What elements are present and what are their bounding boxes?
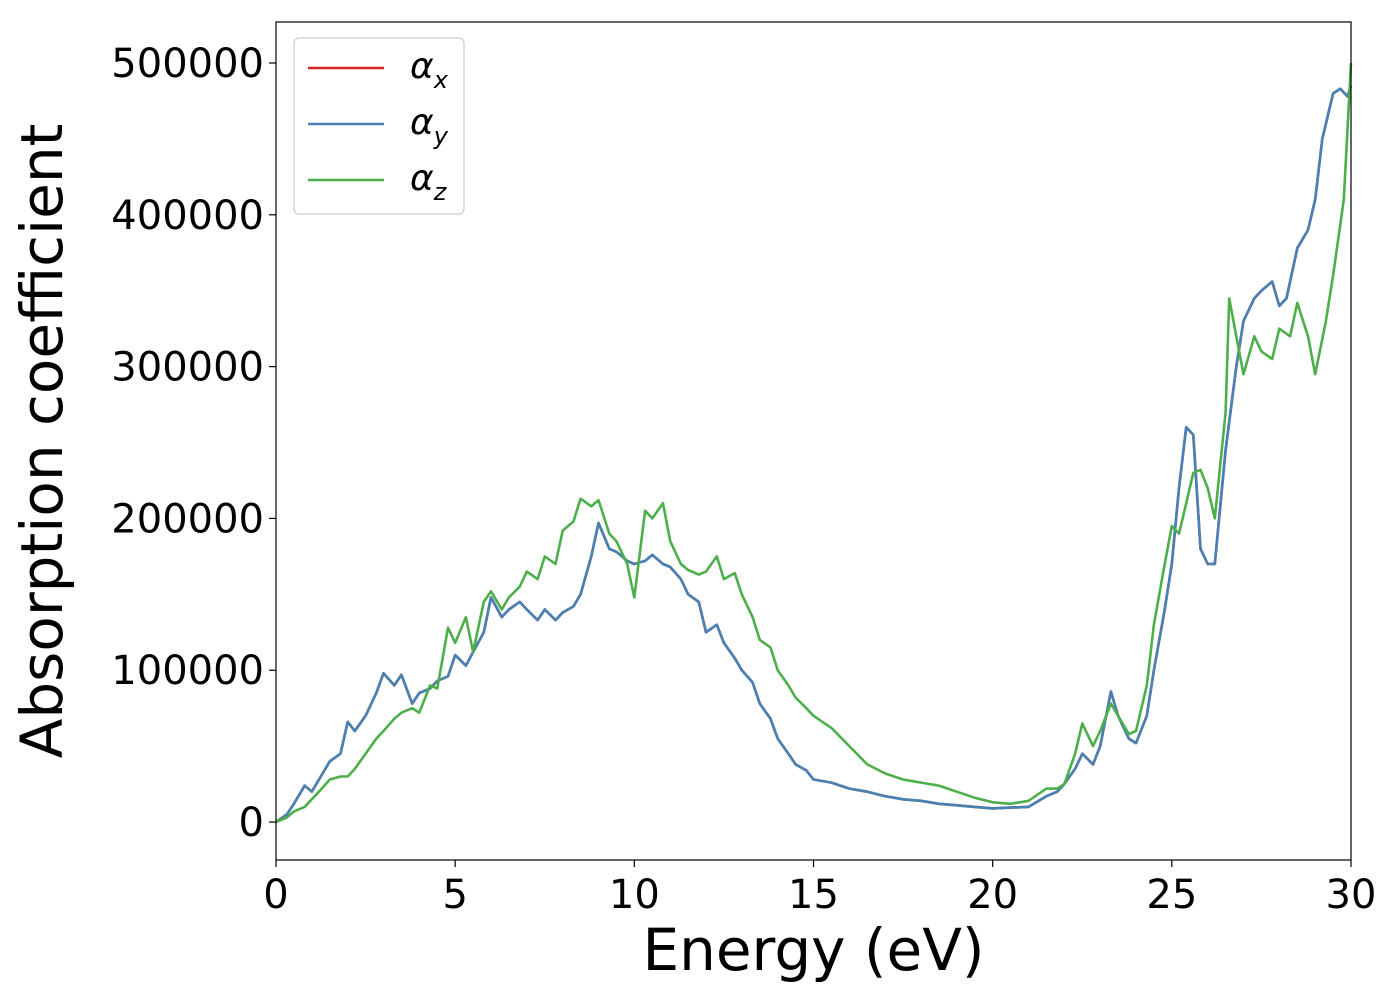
series-line-z: [275, 62, 1353, 824]
x-tick-label: 25: [1146, 872, 1197, 918]
y-tick-label: 200000: [111, 496, 264, 542]
x-tick-label: 5: [442, 872, 467, 918]
y-axis-label: Absorption coefficient: [8, 124, 76, 759]
y-tick-label: 500000: [111, 41, 264, 87]
legend-label-symbol: α: [410, 46, 434, 87]
y-tick-label: 0: [239, 800, 264, 846]
y-tick-label: 400000: [111, 193, 264, 239]
legend-label-symbol: α: [410, 102, 434, 143]
y-tick-label: 100000: [111, 648, 264, 694]
x-tick-label: 15: [788, 872, 839, 918]
legend-box: [293, 37, 465, 215]
x-tick-label: 30: [1326, 872, 1377, 918]
legend-label-z: αz: [410, 158, 448, 206]
x-tick-label: 20: [967, 872, 1018, 918]
x-axis-ticks: 0 5 10 15 20 25 30: [263, 860, 1376, 918]
legend-label-subscript: y: [433, 122, 449, 150]
x-tick-label: 0: [263, 872, 288, 918]
legend-label-y: αy: [410, 102, 449, 150]
x-tick-label: 10: [609, 872, 660, 918]
plot-lines: [275, 62, 1353, 824]
legend-label-symbol: α: [410, 158, 434, 199]
legend-label-subscript: x: [433, 66, 449, 94]
x-axis-label: Energy (eV): [642, 916, 984, 984]
y-tick-label: 300000: [111, 345, 264, 391]
legend-label-subscript: z: [433, 178, 448, 206]
y-axis-ticks: 0 100000 200000 300000 400000 500000: [111, 41, 276, 846]
legend-label-x: αx: [410, 46, 449, 94]
